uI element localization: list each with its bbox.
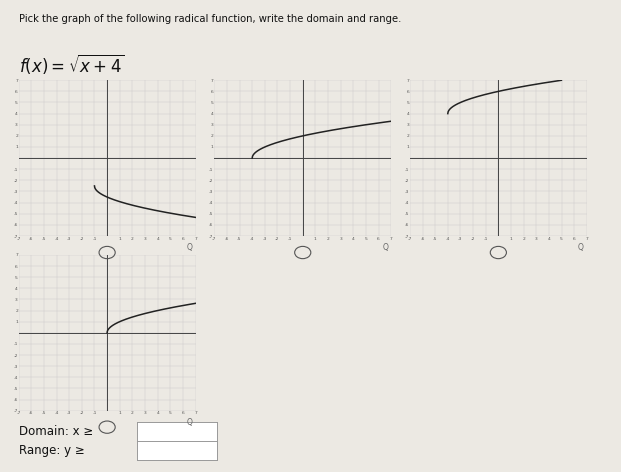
Text: Domain: x ≥: Domain: x ≥ bbox=[19, 425, 93, 438]
Text: Q: Q bbox=[187, 243, 193, 253]
Text: Q: Q bbox=[187, 418, 193, 427]
Text: Q: Q bbox=[578, 243, 584, 253]
Text: Pick the graph of the following radical function, write the domain and range.: Pick the graph of the following radical … bbox=[19, 14, 401, 24]
Text: $f(x) = \sqrt{x+4}$: $f(x) = \sqrt{x+4}$ bbox=[19, 52, 124, 76]
Text: Range: y ≥: Range: y ≥ bbox=[19, 444, 84, 457]
Text: Q: Q bbox=[383, 243, 388, 253]
